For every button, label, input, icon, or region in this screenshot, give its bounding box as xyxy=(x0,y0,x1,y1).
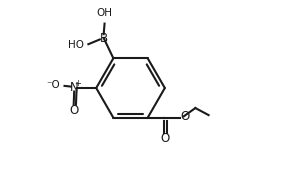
Text: O: O xyxy=(69,104,78,117)
Text: B: B xyxy=(100,32,108,45)
Text: HO: HO xyxy=(68,40,84,50)
Text: N: N xyxy=(70,81,79,94)
Text: OH: OH xyxy=(97,8,113,18)
Text: ⁻O: ⁻O xyxy=(46,80,60,90)
Text: O: O xyxy=(160,132,170,145)
Text: O: O xyxy=(181,110,190,123)
Text: +: + xyxy=(74,78,82,88)
